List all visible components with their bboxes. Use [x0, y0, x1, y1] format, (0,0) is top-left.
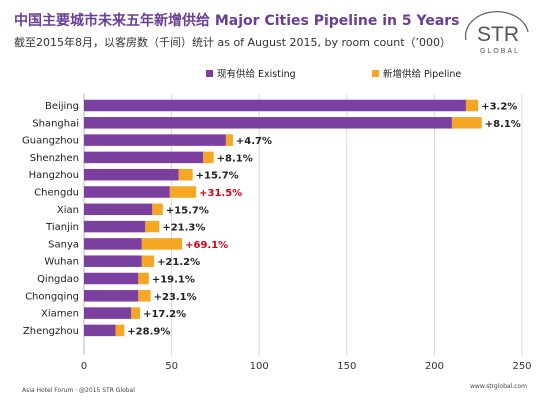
x-tick-label: 100 [250, 361, 269, 372]
bar-existing-hangzhou [84, 168, 179, 181]
category-label-guangzhou: Guangzhou [22, 136, 79, 147]
data-label-tianjin: +21.3% [162, 223, 205, 234]
bar-existing-zhengzhou [84, 324, 116, 337]
legend-label-pipeline: 新增供给 Pipeline [383, 68, 461, 80]
data-label-wuhan: +21.2% [157, 257, 200, 268]
bar-pipeline-shanghai [451, 117, 482, 129]
category-label-beijing: Beijing [45, 101, 79, 112]
chart-subtitle: 截至2015年8月，以客房数（千间）统计 as of August 2015, … [14, 36, 452, 49]
x-tick-label: 0 [81, 361, 87, 372]
category-label-zhengzhou: Zhengzhou [23, 326, 79, 337]
bar-pipeline-xian [152, 203, 163, 216]
data-label-xian: +15.7% [166, 205, 209, 216]
bar-existing-beijing [84, 99, 466, 112]
category-label-wuhan: Wuhan [44, 257, 79, 268]
data-labels: +3.2% +8.1% +4.7% +8.1% +15.7% +31.5% +15.7% +2… [127, 102, 521, 338]
bar-existing-xian [84, 203, 153, 216]
category-label-tianjin: Tianjin [45, 222, 79, 233]
bar-existing-chongqing [84, 290, 139, 302]
bar-existing-sanya [84, 238, 142, 250]
bar-existing-xiamen [84, 307, 132, 319]
bars [84, 99, 482, 337]
data-label-sanya: +69.1% [185, 240, 228, 251]
data-label-beijing: +3.2% [481, 102, 517, 113]
legend: 现有供给 Existing 新增供给 Pipeline [206, 68, 461, 80]
x-tick-label: 250 [512, 361, 531, 372]
bar-existing-guangzhou [84, 134, 226, 146]
footer-url[interactable]: www.strglobal.com [470, 383, 527, 390]
data-label-qingdao: +19.1% [152, 275, 195, 286]
logo-arc [464, 11, 529, 41]
category-label-shanghai: Shanghai [32, 118, 79, 129]
category-label-chengdu: Chengdu [34, 188, 79, 199]
bar-pipeline-zhengzhou [115, 324, 125, 337]
legend-label-existing: 现有供给 Existing [217, 68, 296, 80]
bar-existing-tianjin [84, 220, 146, 233]
data-label-guangzhou: +4.7% [236, 136, 272, 147]
bar-pipeline-xiamen [131, 307, 141, 319]
bar-pipeline-beijing [465, 99, 479, 112]
logo-text: STR [477, 23, 519, 46]
legend-swatch-pipeline [372, 70, 379, 77]
bar-pipeline-guangzhou [225, 134, 233, 146]
bar-pipeline-qingdao [138, 272, 149, 285]
data-label-shanghai: +8.1% [485, 119, 521, 130]
str-logo: STR GLOBAL [464, 11, 529, 55]
legend-swatch-existing [206, 70, 213, 77]
bar-existing-chengdu [84, 186, 170, 198]
footer-copyright: Asia Hotel Forum · @2015 STR Global [22, 387, 135, 394]
bar-pipeline-chongqing [138, 290, 151, 302]
bar-existing-wuhan [84, 255, 142, 267]
data-label-shenzhen: +8.1% [217, 153, 253, 164]
x-tick-label: 50 [165, 361, 178, 372]
bar-pipeline-chengdu [169, 186, 197, 198]
category-label-xian: Xian [57, 205, 79, 216]
x-axis-ticks: 0 50 100 150 200 250 [81, 361, 532, 372]
bar-existing-qingdao [84, 272, 139, 285]
bar-pipeline-wuhan [141, 255, 155, 267]
bar-pipeline-hangzhou [178, 168, 193, 181]
category-label-shenzhen: Shenzhen [30, 153, 79, 164]
data-label-hangzhou: +15.7% [196, 171, 239, 182]
data-label-xiamen: +17.2% [143, 309, 186, 320]
data-label-zhengzhou: +28.9% [127, 326, 170, 337]
category-label-hangzhou: Hangzhou [29, 170, 79, 181]
logo-subtext: GLOBAL [480, 48, 520, 55]
x-tick-label: 150 [337, 361, 356, 372]
bar-pipeline-shenzhen [203, 151, 214, 164]
category-label-qingdao: Qingdao [37, 274, 79, 285]
bar-pipeline-tianjin [145, 220, 160, 233]
bar-existing-shanghai [84, 117, 452, 129]
data-label-chongqing: +23.1% [154, 292, 197, 303]
chart-title: 中国主要城市未来五年新增供给 Major Cities Pipeline in … [14, 13, 460, 29]
bar-pipeline-sanya [141, 238, 183, 250]
category-label-xiamen: Xiamen [41, 309, 79, 320]
category-label-sanya: Sanya [48, 239, 79, 250]
category-label-chongqing: Chongqing [25, 291, 79, 302]
x-tick-label: 200 [425, 361, 444, 372]
bar-existing-shenzhen [84, 151, 204, 164]
data-label-chengdu: +31.5% [199, 188, 242, 199]
category-labels: Beijing Shanghai Guangzhou Shenzhen Hangzhou… [22, 101, 79, 337]
